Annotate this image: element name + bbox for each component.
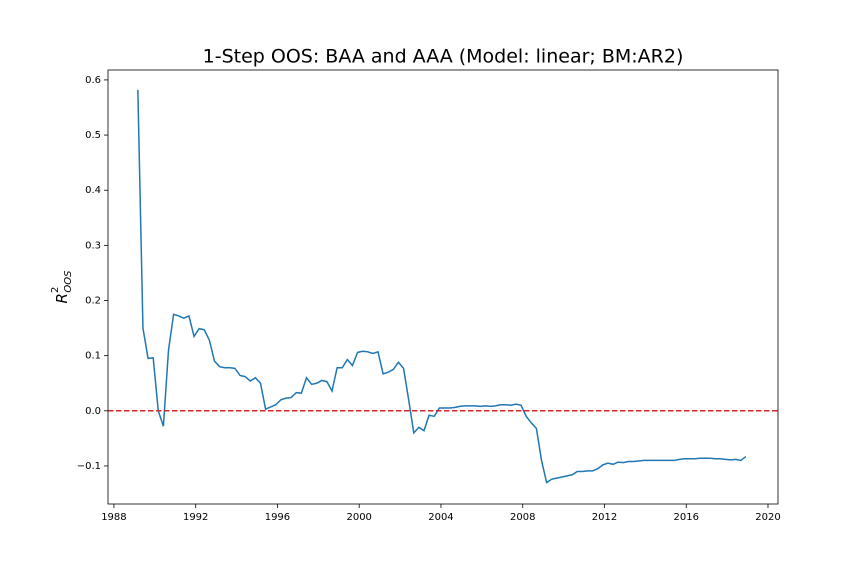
x-tick-label: 1988 [101, 512, 126, 523]
y-tick-label: 0.3 [85, 240, 101, 251]
x-tick-label: 2008 [510, 512, 535, 523]
y-tick-label: 0.5 [85, 130, 101, 141]
x-tick-label: 2012 [592, 512, 617, 523]
y-tick-label: 0.6 [85, 75, 101, 86]
y-axis-label: R2 OOS [50, 270, 74, 304]
y-tick-label: 0.2 [85, 296, 101, 307]
x-tick-label: 2004 [428, 512, 453, 523]
y-tick-label: 0.1 [85, 351, 101, 362]
y-label-base: R [53, 293, 71, 303]
y-label-sub: OOS [63, 270, 74, 293]
y-tick-label: 0.0 [85, 406, 101, 417]
y-label-sup: 2 [50, 287, 61, 293]
line-series [137, 89, 747, 484]
y-tick-label: −0.1 [77, 461, 101, 472]
y-tick-label: 0.4 [85, 185, 101, 196]
x-tick-label: 2016 [674, 512, 699, 523]
x-tick-label: 2000 [346, 512, 371, 523]
chart-title: 1-Step OOS: BAA and AAA (Model: linear; … [203, 46, 684, 68]
x-tick-label: 1996 [265, 512, 290, 523]
plot-frame [107, 69, 779, 505]
x-tick-label: 2020 [755, 512, 780, 523]
x-tick-label: 1992 [183, 512, 208, 523]
